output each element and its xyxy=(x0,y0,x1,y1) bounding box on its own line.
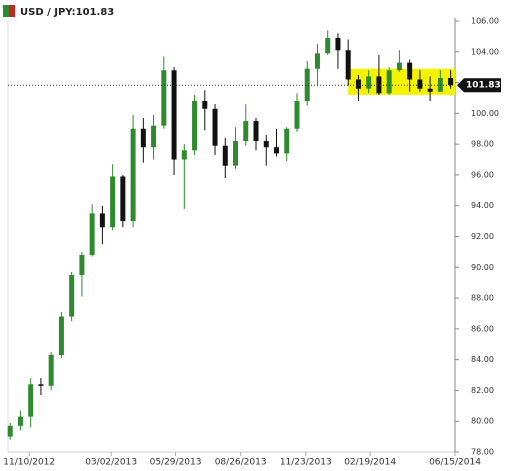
highlight-band xyxy=(348,68,455,95)
y-tick-label: 86.00 xyxy=(471,324,494,333)
candle-body xyxy=(130,128,136,222)
chart-title: USD / JPY:101.83 xyxy=(20,7,114,18)
candle-body xyxy=(396,62,402,71)
candle-body xyxy=(79,254,85,275)
symbol-icon xyxy=(9,5,15,17)
candle-body xyxy=(99,213,105,228)
candle-body xyxy=(120,176,126,222)
last-price-box xyxy=(457,78,501,93)
candle-body xyxy=(202,101,208,109)
candle-body xyxy=(417,79,423,89)
candle-body xyxy=(28,384,34,417)
last-price-label: 101.83 xyxy=(466,81,501,91)
candle-body xyxy=(58,316,64,356)
candle-body xyxy=(212,108,218,146)
x-tick-label: 02/19/2014 xyxy=(344,458,396,468)
x-tick-label: 03/02/2013 xyxy=(85,458,137,468)
candle-body xyxy=(48,355,54,386)
y-tick-label: 98.00 xyxy=(471,140,494,149)
candle-body xyxy=(171,70,177,160)
candle-body xyxy=(69,274,75,317)
candle-body xyxy=(38,384,44,386)
candle-body xyxy=(7,425,13,437)
candle-body xyxy=(366,76,372,89)
candle-body xyxy=(243,121,249,142)
y-tick-label: 104.00 xyxy=(471,47,499,56)
candle-body xyxy=(294,101,300,129)
y-tick-label: 88.00 xyxy=(471,294,494,303)
candle-body xyxy=(345,50,351,80)
candle-body xyxy=(325,37,331,54)
candle-body xyxy=(161,70,167,126)
candle-body xyxy=(110,176,116,228)
x-tick-label: 11/23/2013 xyxy=(280,458,332,468)
candle-body xyxy=(273,147,279,154)
candle-body xyxy=(181,150,187,160)
candle-body xyxy=(140,128,146,148)
candle-body xyxy=(335,37,341,51)
y-tick-label: 100.00 xyxy=(471,109,499,118)
candle-body xyxy=(314,53,320,69)
candle-body xyxy=(151,125,157,148)
candle-body xyxy=(253,121,259,142)
x-tick-label: 06/15/2014 xyxy=(429,458,481,468)
symbol-icon xyxy=(3,5,9,17)
candle-body xyxy=(233,141,239,166)
candle-body xyxy=(304,68,310,102)
candle-body xyxy=(448,77,454,86)
y-tick-label: 94.00 xyxy=(471,201,494,210)
y-tick-label: 78.00 xyxy=(471,448,494,457)
candle-body xyxy=(355,79,361,89)
candle-body xyxy=(386,70,392,94)
candle-body xyxy=(427,88,433,92)
candle-body xyxy=(17,416,23,426)
x-tick-label: 05/29/2013 xyxy=(150,458,202,468)
y-tick-label: 96.00 xyxy=(471,170,494,179)
candle-body xyxy=(263,141,269,148)
y-tick-label: 92.00 xyxy=(471,232,494,241)
y-tick-label: 80.00 xyxy=(471,417,494,426)
y-tick-label: 106.00 xyxy=(471,17,499,26)
candle-body xyxy=(89,213,95,255)
candle-body xyxy=(192,101,198,151)
y-tick-label: 84.00 xyxy=(471,355,494,364)
candle-body xyxy=(407,62,413,80)
y-tick-label: 90.00 xyxy=(471,263,494,272)
x-tick-label: 08/26/2013 xyxy=(215,458,267,468)
candle-body xyxy=(222,145,228,166)
x-tick-label: 11/10/2012 xyxy=(3,458,55,468)
candle-body xyxy=(284,128,290,154)
y-tick-label: 82.00 xyxy=(471,386,494,395)
candle-body xyxy=(376,76,382,94)
